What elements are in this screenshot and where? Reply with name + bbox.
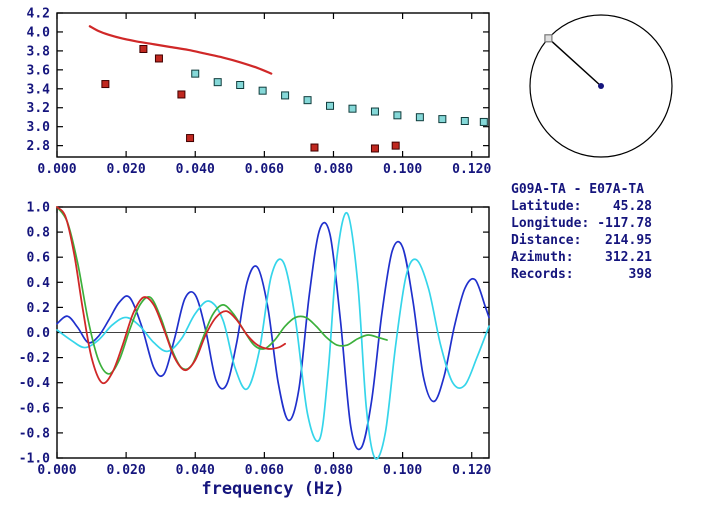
svg-text:4.2: 4.2: [27, 7, 50, 22]
svg-text:0.000: 0.000: [37, 162, 76, 177]
dial-circle: [529, 14, 673, 158]
svg-text:0.080: 0.080: [314, 162, 353, 177]
svg-text:0.080: 0.080: [314, 463, 353, 478]
svg-text:0.0: 0.0: [27, 326, 51, 341]
dial-azimuth-line: [547, 37, 602, 87]
svg-text:0.040: 0.040: [176, 463, 215, 478]
svg-text:-0.6: -0.6: [19, 401, 50, 416]
svg-text:1.0: 1.0: [27, 201, 51, 216]
station-pair-title: G09A-TA - E07A-TA: [511, 182, 645, 197]
svg-text:0.020: 0.020: [107, 162, 146, 177]
info-label: Records:: [511, 267, 574, 282]
svg-text:0.120: 0.120: [452, 463, 491, 478]
info-row: Azimuth: 312.21: [511, 249, 652, 266]
phase-velocity-chart[interactable]: 0.000 0.020 0.040 0.060 0.080 0.100 0.120 2.8 3.…: [0, 0, 502, 190]
azimuth-dial: [529, 14, 673, 158]
info-row: Latitude: 45.28: [511, 198, 652, 215]
info-row: Distance: 214.95: [511, 232, 652, 249]
reference-dispersion-curve: [88, 25, 273, 75]
svg-text:0.6: 0.6: [27, 251, 51, 266]
svg-text:0.040: 0.040: [176, 162, 215, 177]
blue-spectrum-trace: [56, 221, 490, 451]
svg-text:0.020: 0.020: [107, 463, 146, 478]
svg-text:3.8: 3.8: [27, 44, 51, 59]
cross-spectrum-chart[interactable]: 0.000 0.020 0.040 0.060 0.080 0.100 0.120 1.0 0.…: [0, 190, 502, 519]
dial-azimuth-marker: [544, 34, 553, 43]
station-pair-rows: Latitude: 45.28 Longitude: -117.78 Dista…: [511, 198, 652, 283]
svg-text:0.4: 0.4: [27, 276, 51, 291]
svg-text:3.0: 3.0: [27, 120, 51, 135]
cyan-spectrum-trace: [56, 212, 490, 460]
red-spectrum-trace: [56, 206, 286, 385]
info-value: 312.21: [605, 250, 652, 265]
info-label: Longitude:: [511, 216, 590, 231]
info-label: Latitude:: [511, 199, 582, 214]
svg-text:-1.0: -1.0: [19, 452, 50, 467]
svg-text:4.0: 4.0: [27, 25, 51, 40]
top-axes: 0.000 0.020 0.040 0.060 0.080 0.100 0.120 2.8 3.…: [27, 7, 492, 178]
svg-text:3.4: 3.4: [27, 82, 51, 97]
info-row: Records: 398: [511, 266, 652, 283]
svg-text:0.060: 0.060: [245, 162, 284, 177]
svg-text:-0.4: -0.4: [19, 376, 50, 391]
info-row: Longitude: -117.78: [511, 215, 652, 232]
info-value: 45.28: [612, 199, 652, 214]
svg-text:0.060: 0.060: [245, 463, 284, 478]
svg-text:0.100: 0.100: [383, 162, 422, 177]
svg-text:3.2: 3.2: [27, 101, 50, 116]
info-value: 214.95: [605, 233, 652, 248]
rejected-velocity-points: [101, 45, 400, 153]
svg-text:0.100: 0.100: [383, 463, 422, 478]
svg-text:-0.2: -0.2: [19, 351, 50, 366]
info-value: 398: [628, 267, 652, 282]
svg-text:0.120: 0.120: [452, 162, 491, 177]
dial-center-dot: [598, 83, 604, 89]
svg-text:0.8: 0.8: [27, 226, 51, 241]
svg-text:-0.8: -0.8: [19, 426, 50, 441]
info-value: -117.78: [597, 216, 652, 231]
accepted-velocity-points: [191, 69, 488, 126]
station-pair-info: G09A-TA - E07A-TA Latitude: 45.28 Longit…: [511, 181, 652, 283]
svg-text:3.6: 3.6: [27, 63, 51, 78]
bottom-axes: 0.000 0.020 0.040 0.060 0.080 0.100 0.120 1.0 0.…: [19, 201, 492, 479]
svg-text:2.8: 2.8: [27, 139, 51, 154]
x-axis-title: frequency (Hz): [201, 479, 345, 499]
info-label: Distance:: [511, 233, 582, 248]
info-label: Azimuth:: [511, 250, 574, 265]
svg-text:0.2: 0.2: [27, 301, 50, 316]
svg-text:0.000: 0.000: [37, 463, 76, 478]
